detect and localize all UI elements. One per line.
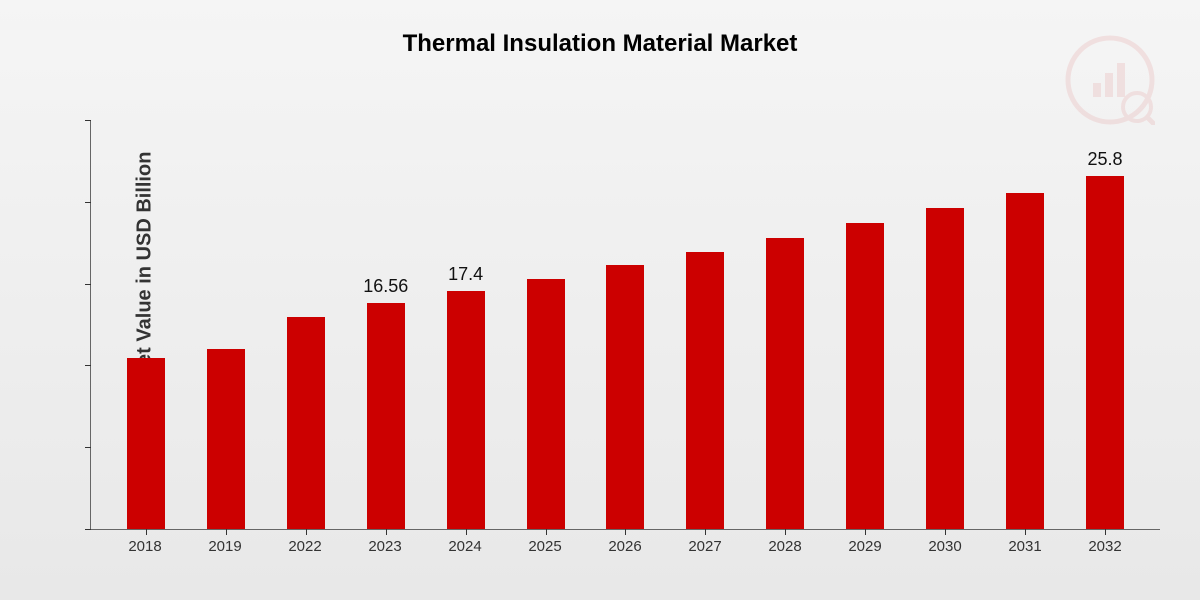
bar-value-label: 25.8 [1087,149,1122,170]
bar-group [116,331,176,529]
bars-wrapper: 16.56 17.4 25.8 [91,120,1160,529]
bar-group: 17.4 [436,264,496,529]
y-tick [85,529,91,530]
bar [1086,176,1124,529]
x-axis-label: 2030 [915,538,975,555]
x-tick [785,529,786,535]
bar [846,223,884,529]
x-axis-label: 2028 [755,538,815,555]
bar-group [276,290,336,529]
bar-group [516,252,576,529]
bar-group [835,196,895,529]
x-tick [146,529,147,535]
x-tick [466,529,467,535]
x-tick [546,529,547,535]
x-tick [945,529,946,535]
bar-group [675,225,735,529]
bar [127,358,165,529]
bar [527,279,565,529]
bar [766,238,804,529]
x-axis-label: 2022 [275,538,335,555]
x-axis-labels: 2018 2019 2022 2023 2024 2025 2026 2027 2028 2029… [90,538,1160,555]
x-tick [226,529,227,535]
x-tick [306,529,307,535]
bar-group [595,238,655,529]
bar [1006,193,1044,529]
chart-title: Thermal Insulation Material Market [0,0,1200,58]
bar [686,252,724,529]
bar [287,317,325,529]
bar-group: 25.8 [1075,149,1135,529]
bar-value-label: 17.4 [448,264,483,285]
x-axis-label: 2027 [675,538,735,555]
bar-value-label: 16.56 [363,276,408,297]
x-tick [705,529,706,535]
plot-area: 16.56 17.4 25.8 [90,120,1160,530]
bar-group: 16.56 [356,276,416,529]
chart-container: 16.5617.4 25.8 2018201920222023202420252… [90,120,1160,530]
x-axis-label: 2026 [595,538,655,555]
bar-group [995,166,1055,529]
x-axis-label: 2023 [355,538,415,555]
x-axis-label: 2025 [515,538,575,555]
x-tick [625,529,626,535]
x-axis-label: 2018 [115,538,175,555]
bar [367,303,405,529]
bar [606,265,644,529]
x-tick [1025,529,1026,535]
x-axis-label: 2024 [435,538,495,555]
bar-group [196,322,256,529]
x-tick [386,529,387,535]
x-axis-label: 2019 [195,538,255,555]
x-axis-label: 2031 [995,538,1055,555]
x-axis-label: 2029 [835,538,895,555]
bar-group [755,211,815,529]
bar [926,208,964,529]
bar-group [915,181,975,529]
x-axis-label: 2032 [1075,538,1135,555]
bar [207,349,245,529]
bar [447,291,485,529]
x-tick [1105,529,1106,535]
watermark-logo [1065,35,1155,130]
x-tick [865,529,866,535]
